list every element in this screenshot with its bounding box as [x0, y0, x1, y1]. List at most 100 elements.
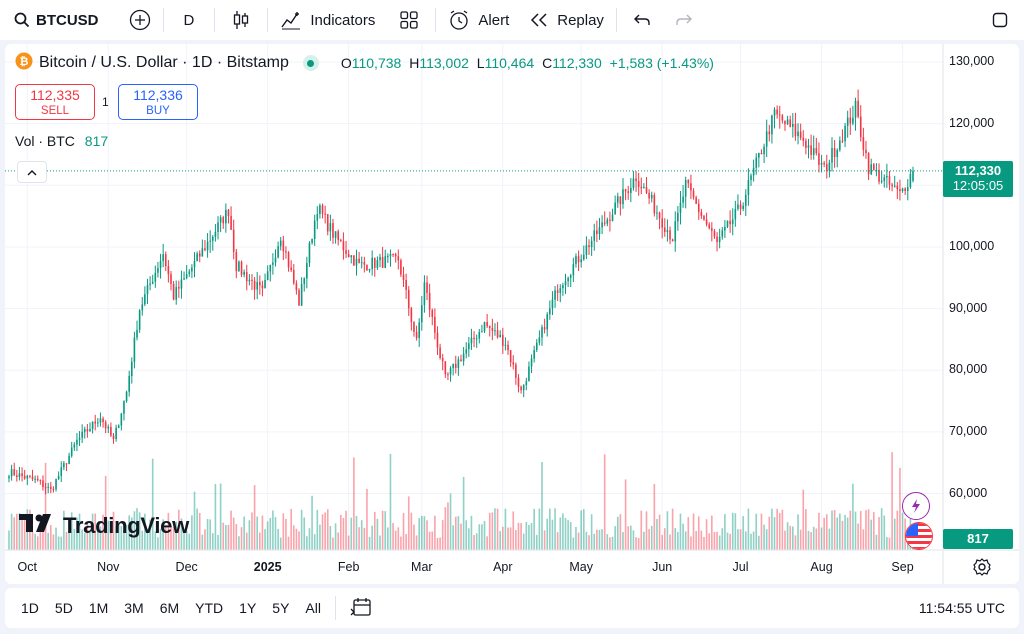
range-button-1m[interactable]: 1M: [88, 600, 109, 616]
fullscreen-button[interactable]: [982, 0, 1018, 40]
volume-bar: [878, 517, 880, 550]
candle: [175, 280, 178, 305]
candle: [499, 330, 502, 338]
volume-bar: [781, 509, 784, 550]
market-status-dot[interactable]: [302, 55, 319, 71]
volume-bar: [520, 523, 522, 550]
candle: [266, 265, 269, 281]
timezone-button[interactable]: 11:54:55 UTC: [911, 588, 1013, 628]
range-button-1d[interactable]: 1D: [21, 600, 39, 616]
candle: [792, 113, 794, 138]
volume-bar: [321, 514, 324, 550]
volume-bar: [191, 515, 193, 550]
volume-bar: [282, 513, 285, 550]
interval-button[interactable]: D: [166, 0, 213, 40]
volume-bar: [572, 537, 575, 550]
ideas-icon[interactable]: [902, 492, 930, 520]
candle: [31, 469, 34, 482]
candle: [36, 475, 39, 482]
candle: [238, 260, 240, 272]
volume-bar: [292, 525, 295, 550]
volume-bar: [729, 533, 731, 550]
volume-bar: [731, 512, 734, 550]
volume-bar: [245, 532, 248, 550]
sell-button[interactable]: 112,335 SELL: [15, 84, 95, 120]
volume-bar: [157, 537, 159, 550]
volume-bar: [546, 518, 549, 550]
candle: [91, 421, 94, 434]
candle: [303, 277, 306, 292]
volume-bar: [739, 529, 742, 550]
buy-button[interactable]: 112,336 BUY: [118, 84, 198, 120]
volume-bar: [794, 535, 797, 550]
range-button-1y[interactable]: 1Y: [239, 600, 257, 616]
volume-bar: [42, 516, 44, 550]
volume-bar: [141, 530, 144, 550]
volume-bar: [891, 452, 893, 550]
range-button-5d[interactable]: 5D: [54, 600, 73, 616]
candle: [488, 325, 491, 337]
redo-button[interactable]: [665, 0, 703, 40]
volume-bar: [478, 524, 481, 550]
undo-button[interactable]: [619, 0, 665, 40]
symbol-search[interactable]: BTCUSD: [0, 0, 109, 40]
range-button-all[interactable]: All: [305, 600, 321, 616]
candle: [609, 211, 611, 232]
range-button-ytd[interactable]: YTD: [195, 600, 224, 616]
collapse-legend-button[interactable]: [17, 161, 47, 183]
alert-button[interactable]: Alert: [438, 0, 519, 40]
candle: [248, 274, 251, 286]
indicators-button[interactable]: Indicators: [270, 0, 385, 40]
candle: [786, 115, 789, 125]
low-value: 110,464: [484, 55, 535, 71]
symbol-title[interactable]: Bitcoin / U.S. Dollar · 1D · Bitstamp: [39, 54, 289, 71]
volume-bar: [449, 493, 452, 550]
candle: [298, 288, 300, 306]
volume-bar: [272, 510, 274, 550]
volume-bar: [436, 537, 439, 550]
goto-date-button[interactable]: [338, 588, 384, 628]
candle: [183, 271, 185, 280]
volume-bar: [447, 502, 449, 550]
candle: [198, 250, 201, 263]
candle: [726, 220, 729, 229]
volume-bar: [697, 516, 700, 550]
candle: [146, 278, 149, 305]
volume-bar: [104, 475, 107, 550]
us-flag-icon[interactable]: [905, 522, 933, 550]
volume-bar: [901, 512, 904, 550]
candle: [687, 179, 690, 189]
volume-bar: [225, 524, 227, 550]
candle: [810, 134, 812, 160]
volume-legend[interactable]: Vol · BTC 817: [15, 133, 108, 149]
volume-bar: [363, 527, 366, 550]
chart-pane[interactable]: ₿ Bitcoin / U.S. Dollar · 1D · Bitstamp …: [5, 44, 1019, 584]
candle: [49, 481, 52, 494]
candle: [758, 152, 760, 168]
candle: [504, 337, 507, 351]
volume-bar: [870, 519, 873, 550]
chart-type-button[interactable]: [217, 0, 265, 40]
volume-bar: [473, 535, 475, 550]
volume-bar: [522, 533, 525, 550]
candle: [564, 273, 567, 294]
range-button-6m[interactable]: 6M: [159, 600, 180, 616]
candle: [358, 251, 360, 264]
tradingview-logo[interactable]: TradingView: [19, 512, 189, 539]
candle: [789, 115, 792, 128]
candle: [747, 168, 750, 206]
range-button-3m[interactable]: 3M: [124, 600, 144, 616]
candle: [130, 357, 133, 384]
compare-button[interactable]: [119, 0, 161, 40]
candle: [846, 110, 849, 138]
layouts-button[interactable]: [385, 0, 433, 40]
candle: [878, 163, 880, 185]
volume-bar: [91, 513, 94, 550]
candle: [760, 149, 763, 155]
price-tick-label: 90,000: [949, 300, 988, 315]
replay-button[interactable]: Replay: [519, 0, 614, 40]
candle: [773, 107, 776, 129]
range-button-5y[interactable]: 5Y: [272, 600, 290, 616]
settings-icon[interactable]: [973, 558, 991, 581]
price-chart[interactable]: [5, 44, 1019, 584]
